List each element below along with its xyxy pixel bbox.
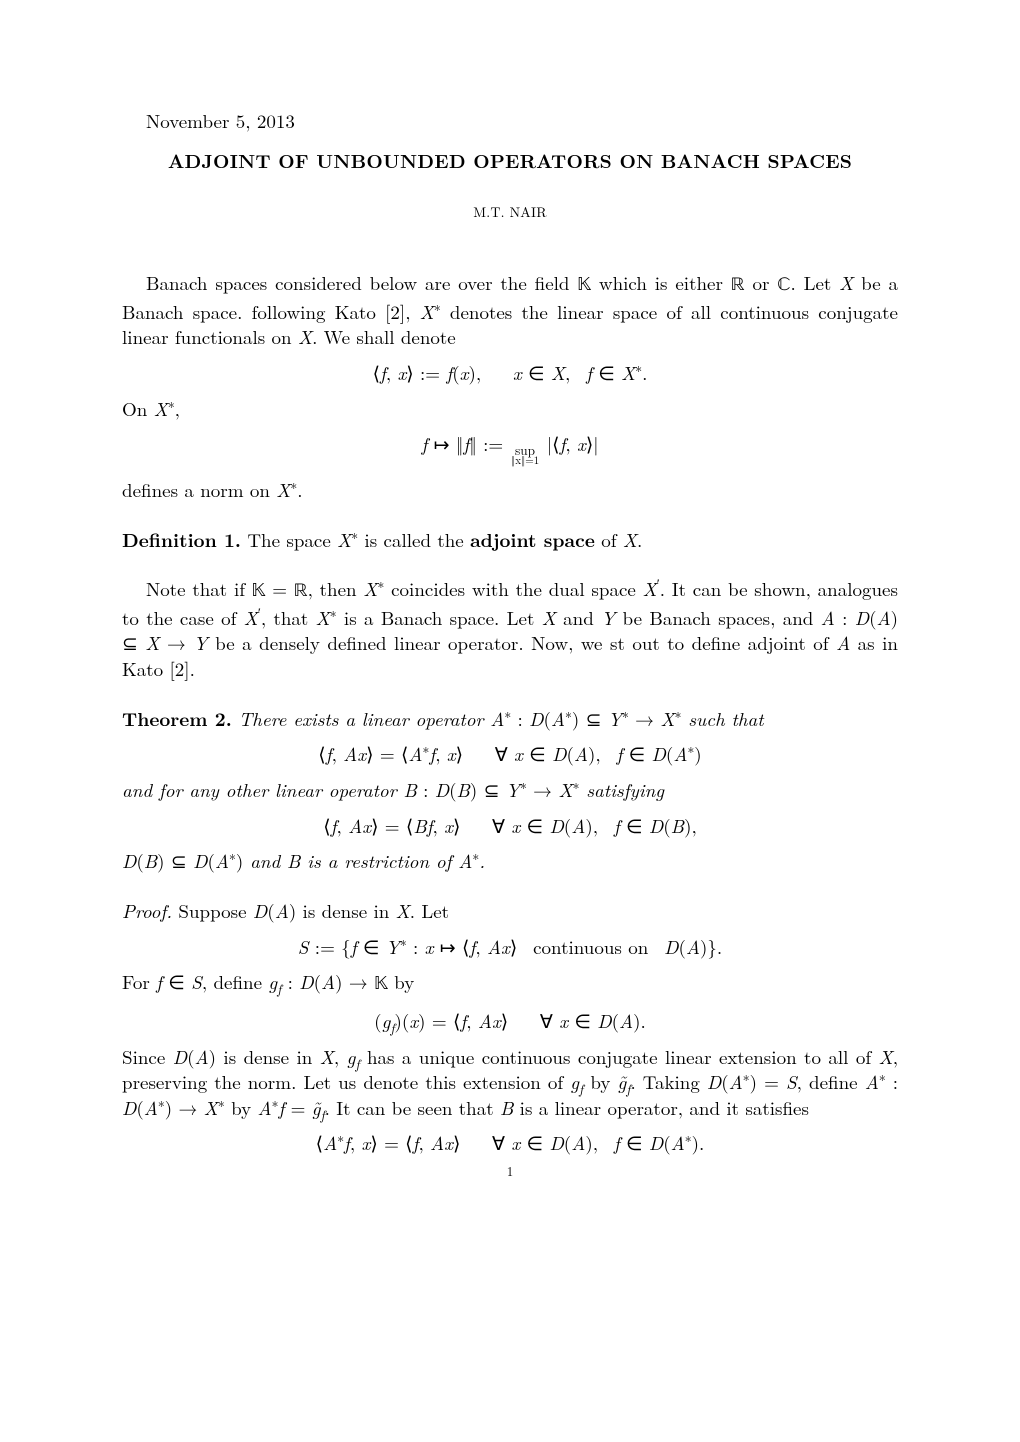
proof-line-1: Proof. Suppose D(A) is dense in X. Let bbox=[122, 898, 898, 924]
sym-A: A bbox=[836, 629, 850, 656]
proof-line-3: Since D(A) is dense in X, gf has a uniqu… bbox=[122, 1044, 898, 1121]
author: M.T. NAIR bbox=[122, 203, 898, 222]
sym-X: X bbox=[623, 526, 637, 553]
sym-Y: Y bbox=[601, 604, 615, 631]
text: , define bbox=[202, 968, 269, 995]
text: and for any other linear operator bbox=[122, 776, 403, 803]
page: November 5, 2013 ADJOINT OF UNBOUNDED OP… bbox=[0, 0, 1020, 1442]
date: November 5, 2013 bbox=[122, 108, 898, 134]
text: Since bbox=[122, 1043, 173, 1070]
sym-R: ℝ bbox=[731, 276, 745, 295]
text: coincides with the dual space bbox=[384, 575, 642, 602]
text: The space bbox=[241, 526, 337, 553]
def1-head: Definition 1. bbox=[122, 525, 241, 553]
thm2-head: Theorem 2. bbox=[122, 704, 232, 732]
text: which is either bbox=[591, 269, 731, 296]
sym-K: 𝕂 bbox=[252, 582, 266, 601]
sup-bot: ‖x‖=1 bbox=[511, 456, 539, 467]
proof-line-2: For f ∈ S, define gf : D(A) → 𝕂 by bbox=[122, 969, 898, 998]
proof-S-def: S := {f ∈ Y∗ : x ↦ ⟨f, Ax⟩ continuous on… bbox=[122, 934, 898, 960]
text: is dense in bbox=[296, 897, 395, 924]
sym-X: X bbox=[396, 897, 410, 924]
text: . Let bbox=[410, 897, 449, 924]
para-2: Note that if 𝕂 = ℝ, then X∗ coincides wi… bbox=[122, 576, 898, 682]
text: by bbox=[388, 968, 414, 995]
sym-K: 𝕂 bbox=[577, 276, 591, 295]
text: , define bbox=[797, 1068, 865, 1095]
sym-X: X bbox=[839, 269, 853, 296]
text: . We shall denote bbox=[312, 323, 456, 350]
text: has a unique continuous conjugate linear… bbox=[360, 1043, 879, 1070]
thm2-c: and for any other linear operator B : D(… bbox=[122, 777, 898, 803]
text: , then bbox=[308, 575, 364, 602]
page-number: 1 bbox=[122, 1162, 898, 1180]
text: Banach spaces considered below are over … bbox=[146, 269, 577, 296]
text: For bbox=[122, 968, 156, 995]
text: is a linear operator, and it satisfies bbox=[513, 1094, 809, 1121]
text: or bbox=[745, 269, 778, 296]
eq-pairing: ⟨f, x⟩ := f(x), x ∈ X, f ∈ X∗. bbox=[122, 360, 898, 386]
text: . bbox=[479, 847, 485, 874]
text: , that bbox=[261, 604, 316, 631]
text: and bbox=[243, 847, 287, 874]
thm2-eq2: ⟨f, Ax⟩ = ⟨Bf, x⟩ ∀ x ∈ D(A), f ∈ D(B), bbox=[122, 813, 898, 839]
text: is dense in bbox=[216, 1043, 320, 1070]
text: by bbox=[583, 1068, 617, 1095]
text: and bbox=[556, 604, 601, 631]
intro-para: Banach spaces considered below are over … bbox=[122, 270, 898, 350]
text: is a restriction of bbox=[300, 847, 458, 874]
thm2-b: such that bbox=[681, 705, 763, 732]
paper-title: ADJOINT OF UNBOUNDED OPERATORS ON BANACH… bbox=[122, 148, 898, 174]
sym-C: ℂ bbox=[777, 276, 790, 295]
definition-1: Definition 1. The space X∗ is called the… bbox=[122, 527, 898, 553]
text: . Taking bbox=[630, 1068, 706, 1095]
text: is called the bbox=[358, 526, 470, 553]
sym-X: X bbox=[542, 604, 556, 631]
text: be a densely defined linear operator. No… bbox=[208, 629, 836, 656]
thm2-a: There exists a linear operator bbox=[232, 705, 490, 732]
sup-star: ∗ bbox=[434, 296, 441, 315]
text: . Let bbox=[790, 269, 839, 296]
sym-R: ℝ bbox=[294, 582, 308, 601]
text: . bbox=[637, 526, 642, 553]
adjoint-space: adjoint space bbox=[470, 525, 595, 553]
text: Suppose bbox=[172, 897, 253, 924]
text: Note that if bbox=[146, 575, 252, 602]
thm2-eq1: ⟨f, Ax⟩ = ⟨A∗f, x⟩ ∀ x ∈ D(A), f ∈ D(A∗) bbox=[122, 741, 898, 767]
on-xstar: On X∗, bbox=[122, 396, 898, 422]
text: be Banach spaces, and bbox=[615, 604, 820, 631]
proof-gf-def: (gf)(x) = ⟨f, Ax⟩ ∀ x ∈ D(A). bbox=[122, 1008, 898, 1034]
proof-head: Proof. bbox=[122, 897, 172, 924]
text: of bbox=[595, 526, 623, 553]
theorem-2: Theorem 2. There exists a linear operato… bbox=[122, 706, 898, 732]
defines-norm: defines a norm on X∗. bbox=[122, 477, 898, 503]
text: is a Banach space. Let bbox=[337, 604, 542, 631]
proof-last-eq: ⟨A∗f, x⟩ = ⟨f, Ax⟩ ∀ x ∈ D(A), f ∈ D(A∗)… bbox=[122, 1130, 898, 1156]
sym-Xstar: X bbox=[420, 298, 434, 325]
text: satisfying bbox=[579, 776, 664, 803]
thm2-e: D(B) ⊆ D(A∗) and B is a restriction of A… bbox=[122, 848, 898, 874]
sup-operator: sup ‖x‖=1 bbox=[511, 443, 539, 467]
sym-X: X bbox=[298, 323, 312, 350]
text: by bbox=[225, 1094, 258, 1121]
eq-norm: f ↦ ‖f‖ := sup ‖x‖=1 |⟨f, x⟩| bbox=[122, 431, 898, 467]
text: . It can be seen that bbox=[325, 1094, 500, 1121]
